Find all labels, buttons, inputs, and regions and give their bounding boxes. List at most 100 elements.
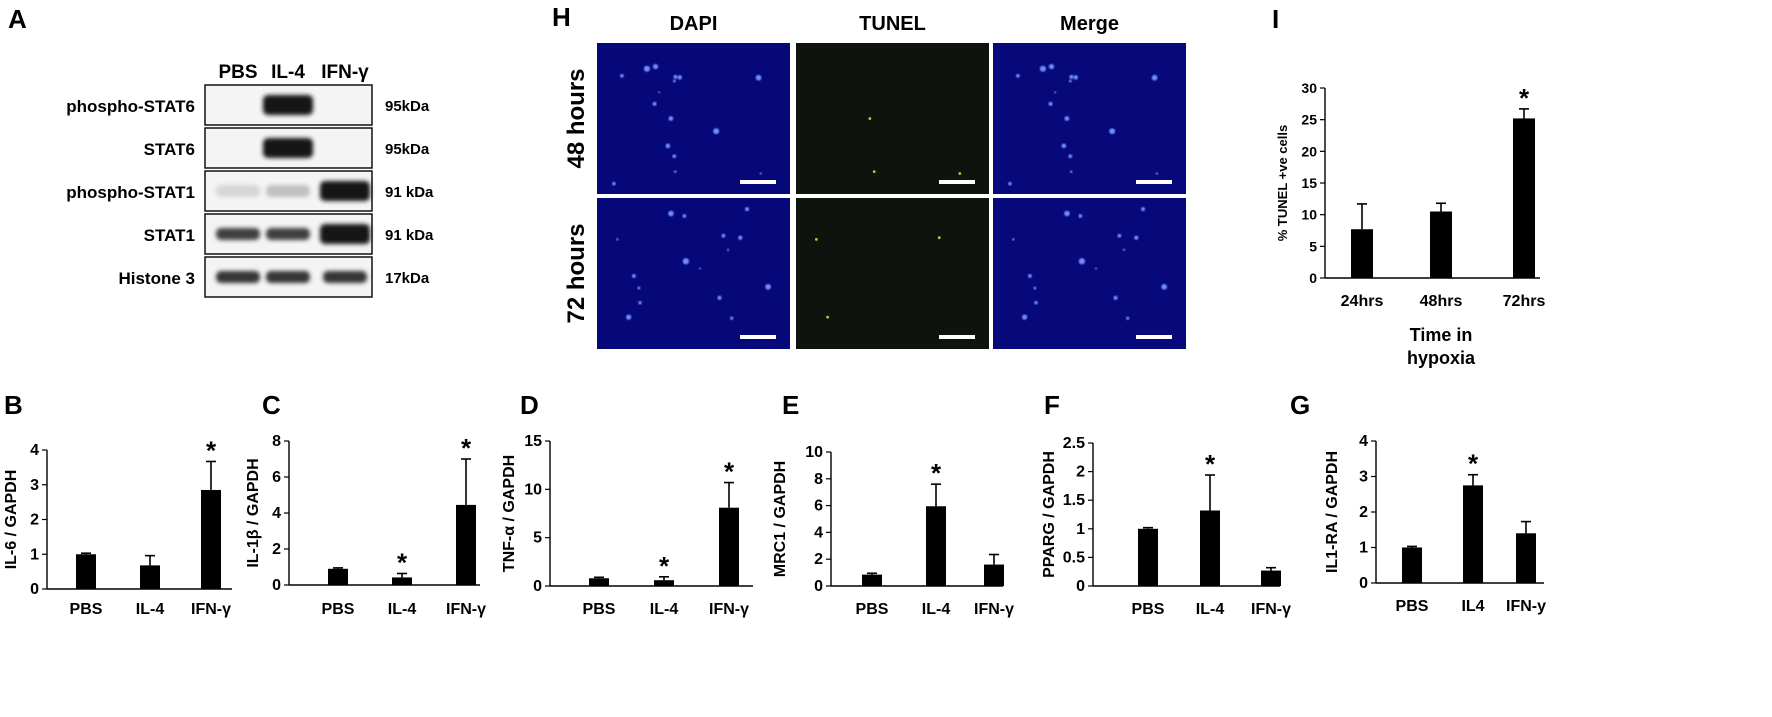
x-tick-label: IFN-y <box>1506 598 1546 615</box>
bar <box>589 578 609 586</box>
bar <box>1516 533 1536 583</box>
micro-tile <box>796 198 989 349</box>
panel-letter-a: A <box>8 4 27 34</box>
y-tick-label: 15 <box>1301 175 1317 191</box>
y-tick-label: 8 <box>814 471 823 488</box>
bar <box>926 506 946 586</box>
blot-band <box>216 228 260 240</box>
x-tick-label: 48hrs <box>1420 293 1463 310</box>
x-tick-label: PBS <box>1132 601 1165 618</box>
y-tick-label: 8 <box>272 433 281 450</box>
panel-letter: E <box>782 390 799 420</box>
x-axis-label: hypoxia <box>1407 348 1476 368</box>
panel-letter: F <box>1044 390 1060 420</box>
bar <box>1351 229 1373 278</box>
panel-h-microscopy: H DAPI TUNEL Merge 48 hours 72 hours <box>552 2 1188 353</box>
micro-column-label: DAPI <box>670 13 718 35</box>
y-tick-label: 20 <box>1301 143 1317 159</box>
panel-letter: G <box>1290 390 1310 420</box>
y-axis-label: IL-6 / GAPDH <box>3 470 20 570</box>
blot-column-label: IL-4 <box>271 62 305 83</box>
x-tick-label: IL-4 <box>388 601 417 618</box>
micro-tile <box>993 43 1186 194</box>
y-tick-label: 0 <box>533 578 542 595</box>
bar <box>1261 570 1281 586</box>
x-tick-label: IFN-γ <box>709 601 749 618</box>
micro-image <box>993 43 1186 194</box>
y-tick-label: 0 <box>814 578 823 595</box>
x-tick-label: PBS <box>70 601 103 618</box>
x-tick-label: 24hrs <box>1341 293 1384 310</box>
y-tick-label: 1 <box>1359 540 1368 557</box>
y-tick-label: 0 <box>272 577 281 594</box>
y-tick-label: 2 <box>30 512 39 529</box>
scale-bar <box>740 335 776 339</box>
micro-column-label: TUNEL <box>859 13 926 35</box>
blot-row: phospho-STAT6 95kDa <box>66 84 430 126</box>
y-tick-label: 6 <box>272 469 281 486</box>
blot-row: STAT1 91 kDa <box>144 213 434 255</box>
y-tick-label: 0 <box>30 581 39 598</box>
chart-d: D 0 5 10 15 TNF-α / GAPDH PBS * IL-4 * IFN-γ <box>501 390 753 618</box>
blot-band <box>263 138 313 158</box>
blot-row: STAT6 95kDa <box>144 127 430 169</box>
y-tick-label: 1 <box>1076 521 1085 538</box>
x-tick-label: IFN-γ <box>446 601 486 618</box>
chart-e: E 0 2 4 6 8 10 MRC1 / GAPDH PBS * IL-4 IFN-γ <box>772 390 1014 618</box>
blot-kda-label: 95kDa <box>385 98 430 115</box>
y-tick-label: 4 <box>1359 433 1368 450</box>
blot-kda-label: 91 kDa <box>385 227 434 244</box>
blot-row-label: STAT6 <box>144 140 195 159</box>
bar <box>328 568 348 585</box>
x-tick-label: IFN-γ <box>1251 601 1291 618</box>
y-tick-label: 0.5 <box>1063 549 1085 566</box>
x-tick-label: IL4 <box>1461 598 1484 615</box>
bar <box>1402 547 1422 583</box>
chart-b: B 0 1 2 3 4 IL-6 / GAPDH PBS IL-4 * IFN-γ <box>3 390 232 618</box>
y-tick-label: 25 <box>1301 112 1317 128</box>
panel-letter-i: I <box>1272 4 1279 34</box>
micro-row-label: 48 hours <box>563 68 590 168</box>
y-axis-label: IL-1β / GAPDH <box>245 458 262 567</box>
blot-band <box>320 181 370 201</box>
significance-star: * <box>1468 449 1479 479</box>
y-tick-label: 3 <box>1359 469 1368 486</box>
blot-band <box>216 185 260 197</box>
y-tick-label: 2 <box>272 541 281 558</box>
blot-row-label: Histone 3 <box>118 269 195 288</box>
y-tick-label: 10 <box>1301 207 1317 223</box>
x-tick-label: IL-4 <box>136 601 165 618</box>
y-tick-label: 1.5 <box>1063 492 1085 509</box>
micro-tile <box>993 198 1186 349</box>
chart-c: C 0 2 4 6 8 IL-1β / GAPDH PBS * IL-4 * IFN-γ <box>245 390 486 618</box>
blot-band <box>263 95 313 115</box>
blot-row: Histone 3 17kDa <box>118 256 430 298</box>
bar <box>76 554 96 589</box>
significance-star: * <box>397 547 408 577</box>
scale-bar <box>939 180 975 184</box>
x-tick-label: PBS <box>856 601 889 618</box>
x-tick-label: IFN-γ <box>974 601 1014 618</box>
y-tick-label: 2.5 <box>1063 435 1085 452</box>
blot-kda-label: 17kDa <box>385 270 430 287</box>
bar <box>140 565 160 589</box>
panel-a-western-blot: A PBS IL-4 IFN-γ phospho-STAT6 95kDa STAT6 95k… <box>8 4 434 298</box>
y-tick-label: 4 <box>272 505 281 522</box>
significance-star: * <box>659 551 670 581</box>
micro-row-label: 72 hours <box>563 223 590 323</box>
bar <box>392 577 412 585</box>
panel-letter: C <box>262 390 281 420</box>
x-tick-label: PBS <box>1396 598 1429 615</box>
blot-row-label: phospho-STAT6 <box>66 97 195 116</box>
y-axis-label: TNF-α / GAPDH <box>501 455 518 572</box>
y-tick-label: 0 <box>1309 270 1317 286</box>
y-tick-label: 5 <box>533 530 542 547</box>
blot-kda-label: 95kDa <box>385 141 430 158</box>
y-axis-label: IL1-RA / GAPDH <box>1324 451 1341 573</box>
blot-row-label: phospho-STAT1 <box>66 183 195 202</box>
x-tick-label: 72hrs <box>1503 293 1546 310</box>
bar <box>1430 211 1452 278</box>
bar <box>456 504 476 585</box>
blot-row-label: STAT1 <box>144 226 195 245</box>
